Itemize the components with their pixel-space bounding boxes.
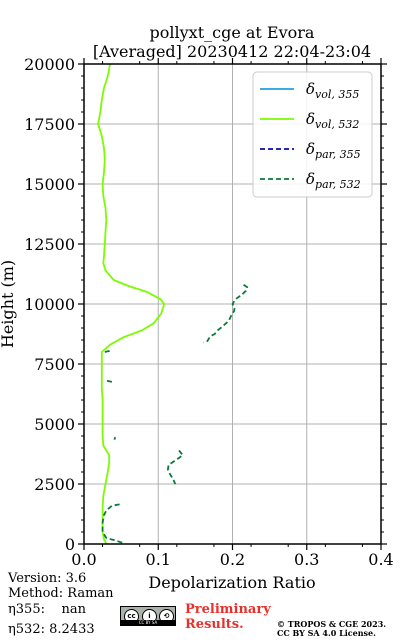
credit-line2: CC BY SA 4.0 License. bbox=[277, 628, 376, 638]
series-line-par532 bbox=[104, 349, 111, 353]
series-line-par532 bbox=[203, 284, 249, 344]
legend-label-par355: δpar, 355 bbox=[306, 140, 361, 161]
series-layer bbox=[97, 63, 249, 545]
y-tick-label: 10000 bbox=[24, 295, 75, 314]
legend-symbol: δ bbox=[306, 110, 315, 128]
preliminary-line2: Results. bbox=[185, 617, 244, 632]
x-tick-label: 0.3 bbox=[294, 550, 319, 569]
version-text: Version: 3.6 bbox=[8, 571, 87, 586]
y-tick-label: 2500 bbox=[34, 475, 75, 494]
chart-title: pollyxt_cge at Evora bbox=[150, 23, 315, 42]
preliminary-line1: Preliminary bbox=[185, 602, 271, 617]
legend-subscript: vol, 532 bbox=[315, 118, 359, 131]
legend-label-vol355: δvol, 355 bbox=[306, 80, 359, 101]
legend-box bbox=[252, 71, 373, 198]
x-tick-label: 0.2 bbox=[220, 550, 245, 569]
eta355-value: nan bbox=[61, 602, 87, 617]
eta532-label: η532: bbox=[8, 622, 45, 637]
series-line-par532 bbox=[101, 503, 123, 544]
series-line-vol532 bbox=[97, 63, 166, 545]
y-tick-label: 0 bbox=[65, 535, 75, 554]
y-axis-label: Height (m) bbox=[0, 260, 17, 348]
legend-symbol: δ bbox=[306, 140, 315, 158]
cc-badge-label: CC BY SA bbox=[121, 620, 175, 625]
method-text: Method: Raman bbox=[8, 586, 114, 601]
x-tick-label: 0.4 bbox=[368, 550, 393, 569]
y-tick-label: 5000 bbox=[34, 415, 75, 434]
y-tick-label: 12500 bbox=[24, 235, 75, 254]
eta355-label: η355: bbox=[8, 602, 45, 617]
cc-license-badge-icon: cc i ⟲ CC BY SA bbox=[120, 606, 176, 626]
y-tick-label: 7500 bbox=[34, 355, 75, 374]
y-tick-label: 17500 bbox=[24, 115, 75, 134]
x-tick-label: 0.1 bbox=[146, 550, 171, 569]
legend-label-par532: δpar, 532 bbox=[306, 170, 361, 191]
credit-notice: © TROPOS & CGE 2023. CC BY SA 4.0 Licens… bbox=[277, 620, 386, 638]
x-axis-label: Depolarization Ratio bbox=[148, 573, 315, 592]
legend-subscript: par, 355 bbox=[315, 148, 361, 161]
preliminary-notice: Preliminary Results. bbox=[185, 602, 271, 632]
y-tick-label: 20000 bbox=[24, 55, 75, 74]
legend-symbol: δ bbox=[306, 80, 315, 98]
series-line-par532 bbox=[166, 449, 184, 485]
chart-subtitle: [Averaged] 20230412 22:04-23:04 bbox=[93, 42, 371, 61]
y-tick-label: 15000 bbox=[24, 175, 75, 194]
legend-subscript: par, 532 bbox=[315, 178, 361, 191]
series-line-par532 bbox=[113, 436, 117, 440]
eta532-value: 8.2433 bbox=[49, 622, 95, 637]
series-line-par532 bbox=[106, 379, 113, 383]
eta532-row: η532: 8.2433 bbox=[8, 622, 95, 637]
axis-ticks: 0.0 0.1 0.2 0.3 0.4 0 2500 5000 7500 10000 12500 15… bbox=[24, 55, 394, 569]
eta355-row: η355: nan bbox=[8, 602, 86, 617]
legend-label-vol532: δvol, 532 bbox=[306, 110, 359, 131]
legend-subscript: vol, 355 bbox=[315, 88, 359, 101]
legend-symbol: δ bbox=[306, 170, 315, 188]
x-tick-label: 0.0 bbox=[71, 550, 96, 569]
credit-line1: © TROPOS & CGE 2023. bbox=[277, 619, 387, 629]
